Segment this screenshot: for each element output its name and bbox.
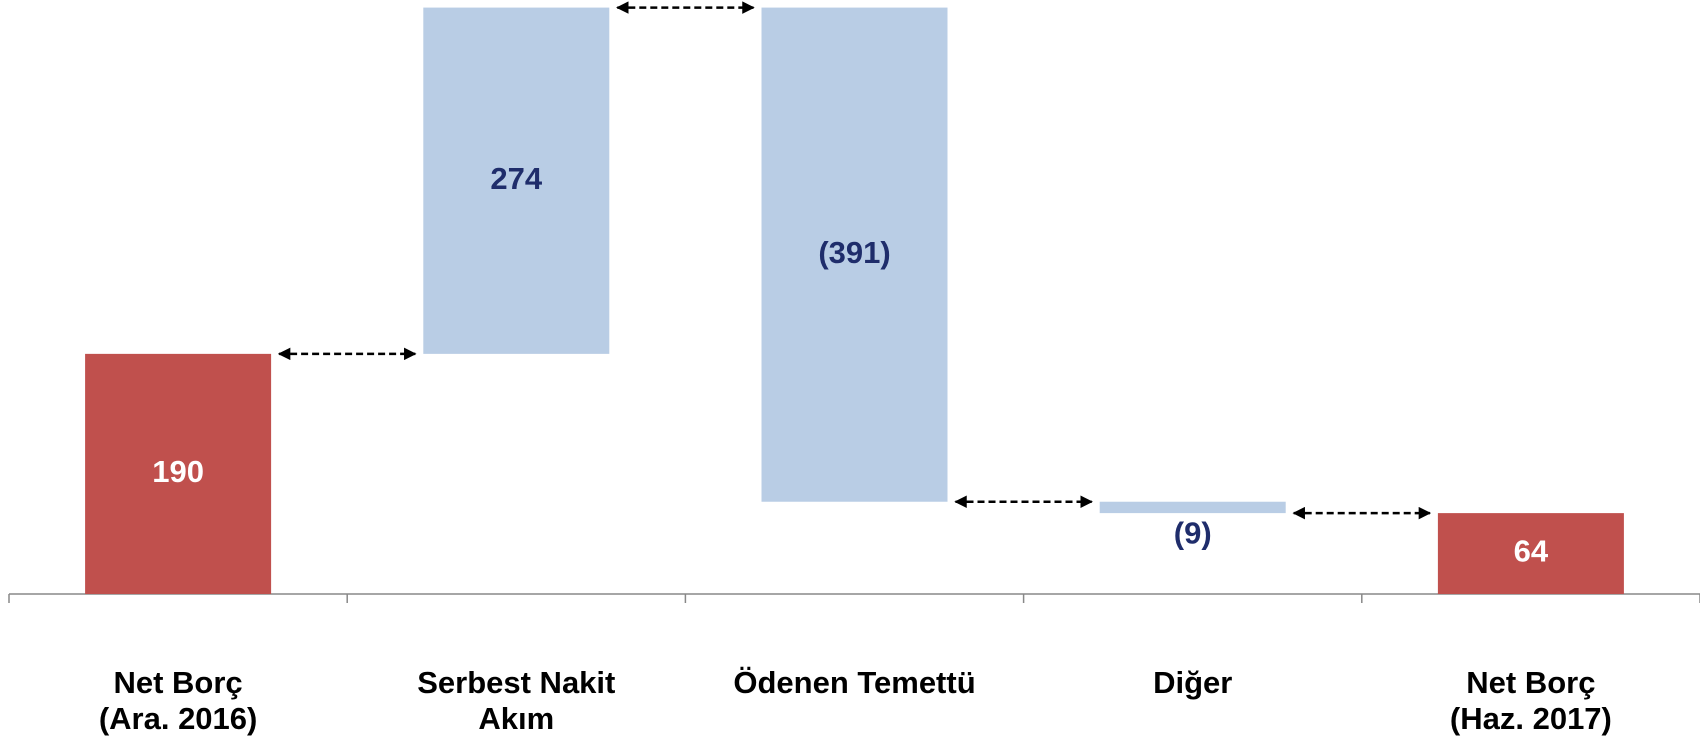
value-label: 64 bbox=[1514, 534, 1549, 569]
bar bbox=[1099, 501, 1286, 514]
x-tick-label: Akım bbox=[478, 701, 554, 736]
bar bbox=[85, 353, 272, 594]
bar bbox=[423, 7, 610, 354]
value-label: 190 bbox=[152, 454, 204, 489]
x-tick-label: (Haz. 2017) bbox=[1450, 701, 1612, 736]
x-tick-label: Net Borç bbox=[1466, 665, 1595, 700]
x-tick-label: Ödenen Temettü bbox=[733, 665, 975, 700]
value-label: 274 bbox=[490, 161, 542, 196]
x-tick-label: Net Borç bbox=[113, 665, 242, 700]
bar bbox=[1437, 513, 1624, 594]
value-label: (9) bbox=[1174, 515, 1212, 550]
x-tick-label: (Ara. 2016) bbox=[99, 701, 258, 736]
x-tick-label: Serbest Nakit bbox=[417, 665, 615, 700]
x-tick-label: Diğer bbox=[1153, 665, 1232, 700]
bar bbox=[761, 7, 948, 502]
value-label: (391) bbox=[818, 235, 890, 270]
